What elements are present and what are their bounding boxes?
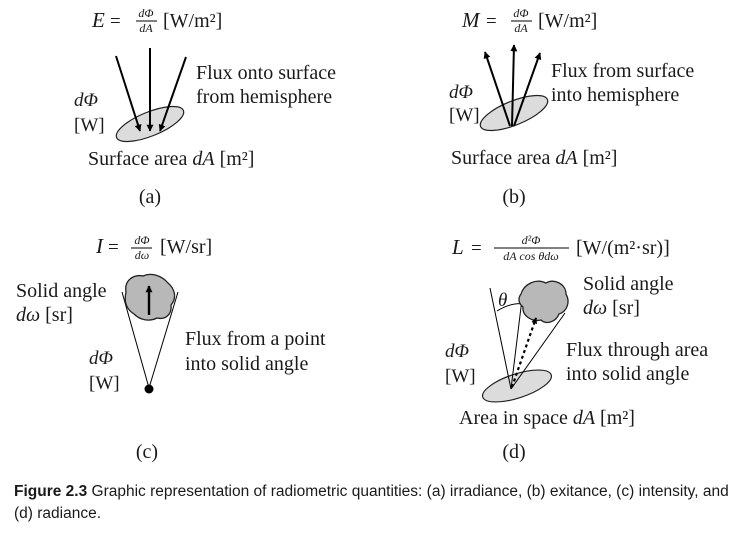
flux-unit-c: [W] (89, 373, 120, 394)
formula-c: I = dΦ dω [W/sr] (95, 233, 212, 262)
cone-edge-left-d (510, 298, 523, 390)
surface-label-b: Surface area dA [m²] (451, 147, 617, 169)
solid-angle-patch-d (518, 280, 569, 324)
flux-desc-b-line1: Flux from surface (551, 60, 694, 82)
flux-unit-b: [W] (449, 105, 480, 126)
panel-label-b: (b) (502, 186, 525, 208)
formula-a-num: dΦ (138, 6, 153, 20)
flux-desc-c-line1: Flux from a point (185, 328, 326, 350)
formula-a: E = dΦ dA [W/m²] (91, 6, 222, 35)
formula-d: L = d²Φ dA cos θdω [W/(m²·sr)] (451, 233, 670, 263)
formula-b-num: dΦ (513, 6, 528, 20)
formula-c-eq: = (108, 237, 119, 258)
flux-symbol-c: dΦ (89, 348, 113, 369)
flux-desc-c-line2: into solid angle (185, 353, 308, 375)
solid-angle-unit-d: dω [sr] (583, 297, 640, 319)
caption-text: Graphic representation of radiometric qu… (14, 483, 729, 522)
panel-label-a: (a) (139, 186, 161, 208)
cone-edge-right-c (148, 291, 179, 389)
flux-desc-b-line2: into hemisphere (551, 84, 679, 106)
flux-symbol-a: dΦ (74, 90, 98, 111)
solid-angle-label-d: Solid angle (583, 273, 674, 295)
outgoing-ray-1 (483, 51, 511, 127)
outgoing-ray-2 (510, 44, 518, 127)
figure-caption: Figure 2.3 Graphic representation of rad… (14, 481, 738, 525)
point-source-c (144, 384, 154, 394)
incoming-ray-1 (115, 55, 142, 132)
formula-d-eq: = (471, 238, 482, 259)
formula-b-lhs: M (461, 8, 481, 32)
formula-c-den: dω (135, 248, 149, 262)
formula-b-eq: = (486, 11, 497, 32)
panel-c: I = dΦ dω [W/sr] Solid angle dω [sr] dΦ … (16, 233, 326, 463)
panel-b: M = dΦ dA [W/m²] dΦ [W] Flux from surfac… (449, 6, 694, 208)
area-label-d: Area in space dA [m²] (459, 407, 635, 429)
panel-label-d: (d) (502, 441, 525, 463)
panel-d: L = d²Φ dA cos θdω [W/(m²·sr)] θ Solid a… (445, 233, 708, 463)
formula-b-den: dA (514, 21, 528, 35)
radiometry-figure: E = dΦ dA [W/m²] dΦ [W] Flux onto surfac… (16, 6, 708, 463)
flux-desc-a-line2: from hemisphere (196, 86, 332, 108)
panel-label-c: (c) (136, 441, 158, 463)
radiance-ray-d (510, 317, 538, 388)
caption-label: Figure 2.3 (14, 483, 88, 500)
incoming-ray-3 (158, 56, 187, 132)
formula-d-num: d²Φ (522, 233, 541, 247)
surface-normal-d (489, 287, 512, 390)
formula-d-unit: [W/(m²·sr)] (576, 237, 670, 259)
theta-label-d: θ (498, 290, 507, 311)
flux-unit-d: [W] (445, 366, 476, 387)
panel-a: E = dΦ dA [W/m²] dΦ [W] Flux onto surfac… (74, 6, 336, 208)
cone-edge-left-c (121, 291, 150, 389)
formula-b: M = dΦ dA [W/m²] (461, 6, 597, 35)
flux-symbol-b: dΦ (449, 82, 473, 103)
formula-c-lhs: I (95, 234, 104, 258)
flux-desc-a-line1: Flux onto surface (196, 62, 336, 84)
surface-patch-b (479, 94, 549, 132)
flux-symbol-d: dΦ (445, 341, 469, 362)
formula-d-den: dA cos θdω (503, 249, 558, 263)
surface-label-a: Surface area dA [m²] (88, 148, 254, 170)
cone-edge-right-d (510, 312, 566, 390)
formula-a-eq: = (110, 11, 121, 32)
outgoing-ray-3 (513, 52, 542, 127)
formula-a-den: dA (139, 21, 153, 35)
flux-unit-a: [W] (74, 115, 105, 136)
formula-c-unit: [W/sr] (160, 236, 212, 258)
flux-desc-d-line2: into solid angle (566, 363, 689, 385)
area-patch-d (481, 369, 553, 403)
solid-angle-unit-c: dω [sr] (16, 304, 73, 326)
formula-a-unit: [W/m²] (163, 10, 222, 32)
flux-desc-d-line1: Flux through area (566, 339, 708, 361)
formula-c-num: dΦ (134, 233, 149, 247)
formula-d-lhs: L (451, 235, 464, 259)
formula-a-lhs: E (91, 8, 105, 32)
solid-angle-label-c: Solid angle (16, 280, 107, 302)
formula-b-unit: [W/m²] (538, 10, 597, 32)
